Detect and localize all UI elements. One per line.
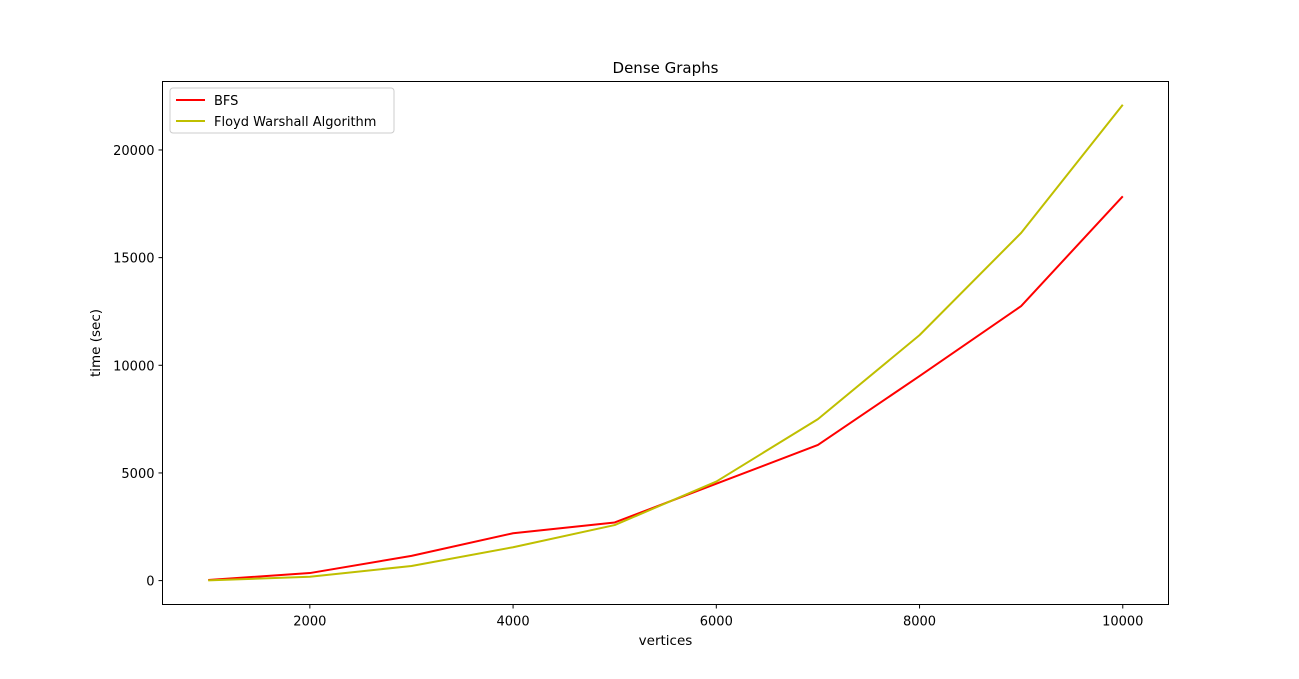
y-tick-label: 5000 [121, 467, 154, 482]
x-tick-label: 2000 [293, 615, 326, 630]
legend-label-bfs: BFS [214, 94, 238, 109]
legend: BFS Floyd Warshall Algorithm [169, 87, 395, 134]
x-tick-label: 4000 [497, 615, 530, 630]
y-tick-label: 10000 [113, 359, 154, 374]
legend-box [169, 87, 395, 134]
chart-title: Dense Graphs [613, 59, 719, 77]
x-axis-label: vertices [639, 633, 693, 649]
x-tick-label: 6000 [700, 615, 733, 630]
plot-frame [162, 81, 1169, 605]
y-axis-label: time (sec) [88, 309, 104, 377]
plot-area [162, 81, 1169, 605]
series-line-floyd-warshall [208, 104, 1124, 582]
y-tick-label: 20000 [113, 144, 154, 159]
x-tick-label: 8000 [903, 615, 936, 630]
y-tick-label: 15000 [113, 252, 154, 267]
y-axis-ticks: 0 5000 10000 15000 20000 [113, 144, 163, 590]
series-lines [208, 104, 1124, 582]
x-tick-label: 10000 [1102, 615, 1143, 630]
y-tick-label: 0 [146, 575, 154, 590]
x-axis-ticks: 2000 4000 6000 8000 10000 [293, 604, 1143, 630]
legend-label-floyd-warshall: Floyd Warshall Algorithm [214, 115, 376, 130]
